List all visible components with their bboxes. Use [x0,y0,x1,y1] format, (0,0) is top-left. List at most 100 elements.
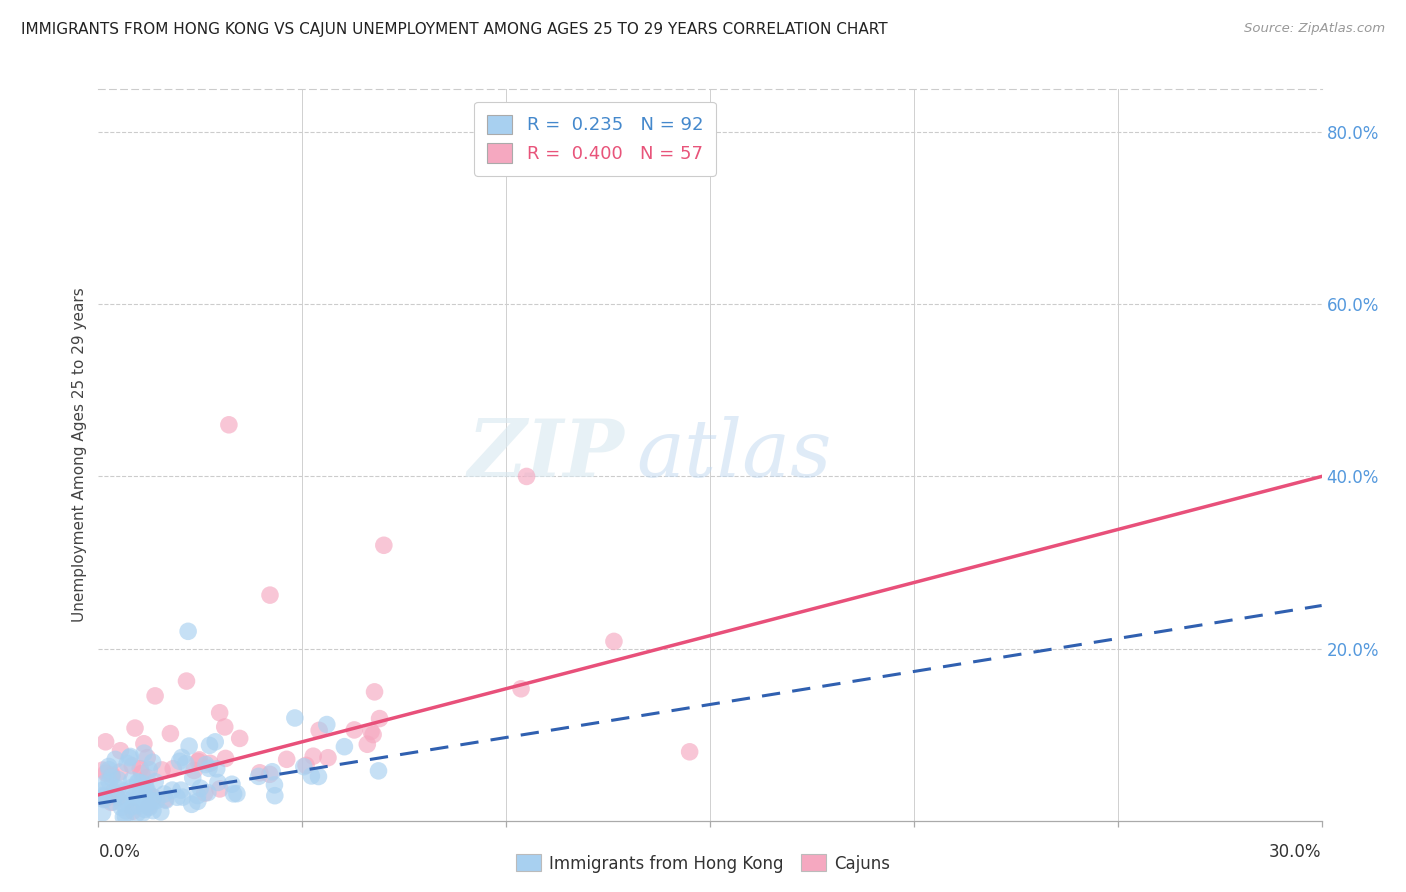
Point [136,783,159,797]
Point [107,790,129,805]
Point [295,758,318,772]
Point [132,791,155,805]
Point [134,802,156,816]
Point [91,789,114,803]
Point [180,797,202,812]
Point [302,749,325,764]
Point [315,717,337,731]
Point [221,777,243,791]
Point [149,805,172,819]
Point [183,764,205,778]
Point [516,469,538,483]
Point [373,538,395,552]
Point [127,775,149,789]
Point [129,762,152,776]
Point [360,724,382,739]
Point [112,810,135,824]
Point [94,735,117,749]
Point [115,804,138,818]
Point [222,787,245,801]
Point [91,783,114,797]
Point [214,720,236,734]
Point [188,753,211,767]
Point [150,763,173,777]
Point [187,794,209,808]
Point [343,723,366,737]
Point [197,786,219,800]
Point [121,799,143,814]
Point [368,712,391,726]
Point [361,728,384,742]
Point [259,767,281,781]
Point [134,780,156,794]
Point [129,786,152,800]
Point [131,766,153,780]
Point [363,685,385,699]
Point [135,797,157,812]
Point [205,762,228,776]
Point [142,756,165,770]
Point [121,773,143,788]
Point [101,795,124,809]
Point [169,754,191,768]
Point [299,769,322,783]
Point [122,790,145,805]
Point [132,746,155,760]
Point [128,798,150,813]
Point [198,739,221,753]
Text: atlas: atlas [637,417,832,493]
Point [136,750,159,764]
Point [121,758,143,772]
Point [367,764,389,778]
Point [155,792,177,806]
Point [142,790,165,805]
Point [114,793,136,807]
Point [143,689,166,703]
Point [97,763,120,777]
Point [93,789,115,804]
Point [100,796,122,810]
Point [136,771,159,785]
Point [132,786,155,800]
Point [120,749,142,764]
Point [110,800,132,814]
Point [356,737,378,751]
Point [142,804,165,818]
Point [143,774,166,789]
Point [131,806,153,821]
Point [194,786,217,800]
Point [91,763,114,777]
Point [170,750,193,764]
Point [118,750,141,764]
Point [276,752,298,766]
Point [153,787,176,801]
Point [91,805,114,820]
Point [121,780,143,795]
Point [162,783,184,797]
Point [249,765,271,780]
Point [228,731,250,746]
Point [603,634,626,648]
Point [94,766,117,780]
Point [108,765,131,780]
Point [679,745,702,759]
Point [146,793,169,807]
Point [107,772,129,787]
Point [262,764,284,779]
Point [207,775,229,789]
Point [127,790,149,805]
Point [136,791,159,805]
Text: Source: ZipAtlas.com: Source: ZipAtlas.com [1244,22,1385,36]
Point [155,793,177,807]
Point [94,792,117,806]
Point [198,761,221,775]
Point [159,726,181,740]
Point [103,784,125,798]
Point [259,588,281,602]
Point [135,785,157,799]
Point [101,768,124,782]
Point [316,750,339,764]
Text: 0.0%: 0.0% [98,843,141,861]
Point [225,787,247,801]
Point [111,796,134,810]
